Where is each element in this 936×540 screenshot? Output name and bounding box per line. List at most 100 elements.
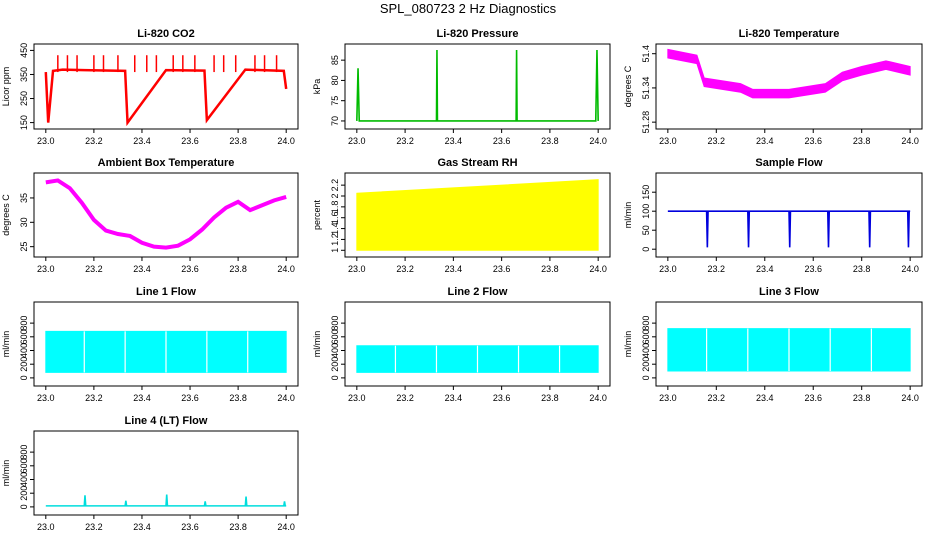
pressure-chart-title: Li-820 Pressure — [437, 28, 519, 40]
line4-x-tick-label: 23.8 — [229, 522, 247, 532]
line4-plot-frame — [33, 430, 299, 516]
co2-x-tick-label: 23.2 — [85, 136, 103, 146]
line2-x-tick-label: 23.4 — [445, 393, 463, 403]
ambient-y-tick-label: 30 — [19, 217, 29, 227]
line3-x-tick-label: 23.4 — [756, 393, 774, 403]
line4-y-tick-label: 600 — [19, 458, 29, 473]
line1-y-tick-label: 200 — [19, 357, 29, 372]
rh-y-tick-label: 2.2 — [330, 179, 340, 192]
rh-x-tick-label: 23.0 — [348, 264, 366, 274]
line2-x-tick-label: 24.0 — [589, 393, 607, 403]
co2-y-tick-label: 350 — [19, 67, 29, 82]
line4-x-tick-label: 23.2 — [85, 522, 103, 532]
sample-y-tick-label: 100 — [641, 204, 651, 219]
line2-y-tick-label: 0 — [330, 375, 340, 380]
pressure-series-line — [356, 50, 599, 122]
rh-y-tick-label: 1 — [330, 248, 340, 253]
temperature-chart-title: Li-820 Temperature — [739, 28, 840, 40]
pressure-x-tick-label: 24.0 — [589, 136, 607, 146]
co2-x-tick-label: 23.8 — [229, 136, 247, 146]
temperature-x-tick-label: 23.2 — [708, 136, 726, 146]
line3-x-tick-label: 23.0 — [659, 393, 677, 403]
ambient-y-axis-label: degrees C — [1, 194, 11, 236]
line2-y-tick-label: 800 — [330, 316, 340, 331]
temperature-data — [667, 48, 911, 99]
co2-y-tick-label: 450 — [19, 43, 29, 58]
pressure-y-tick-label: 80 — [330, 75, 340, 85]
rh-chart-title: Gas Stream RH — [437, 157, 517, 169]
line3-y-tick-label: 0 — [641, 375, 651, 380]
line4-y-tick-label: 200 — [19, 486, 29, 501]
line2-y-tick-label: 200 — [330, 357, 340, 372]
line1-x-tick-label: 24.0 — [277, 393, 295, 403]
ambient-data — [45, 178, 287, 250]
line1-x-tick-label: 23.6 — [181, 393, 199, 403]
ambient-chart-title: Ambient Box Temperature — [98, 157, 235, 169]
line1-x-tick-label: 23.8 — [229, 393, 247, 403]
chart-panel-rh: 23.0 23.2 23.4 23.6 23.8 24.0 1 1.21.41.61.8 22.… — [312, 157, 611, 274]
line4-data — [45, 494, 287, 507]
pressure-y-axis-label: kPa — [312, 79, 322, 95]
pressure-x-tick-label: 23.8 — [541, 136, 559, 146]
temperature-x-tick-label: 23.0 — [659, 136, 677, 146]
ambient-plot-frame — [33, 172, 299, 258]
rh-y-axis-label: percent — [312, 199, 322, 230]
line4-y-tick-label: 0 — [19, 504, 29, 509]
sample-y-axis-label: ml/min — [623, 202, 633, 229]
ambient-x-tick-label: 23.8 — [229, 264, 247, 274]
co2-chart-title: Li-820 CO2 — [137, 28, 194, 40]
co2-x-tick-label: 23.0 — [37, 136, 55, 146]
line2-chart-title: Line 2 Flow — [448, 286, 508, 298]
chart-panel-co2: 23.0 23.2 23.4 23.6 23.8 24.0 150 250 350 450 Li-8… — [1, 28, 299, 146]
line2-y-tick-label: 400 — [330, 343, 340, 358]
line4-y-axis-label: ml/min — [1, 460, 11, 487]
ambient-y-tick-label: 35 — [19, 193, 29, 203]
temperature-y-axis-label: degrees C — [623, 65, 633, 107]
line2-x-tick-label: 23.0 — [348, 393, 366, 403]
line3-x-tick-label: 24.0 — [901, 393, 919, 403]
line1-y-axis-label: ml/min — [1, 331, 11, 358]
line4-x-tick-label: 23.6 — [181, 522, 199, 532]
ambient-x-tick-label: 23.6 — [181, 264, 199, 274]
line3-y-tick-label: 600 — [641, 329, 651, 344]
line1-x-tick-label: 23.2 — [85, 393, 103, 403]
line4-x-tick-label: 23.4 — [133, 522, 151, 532]
pressure-y-tick-label: 85 — [330, 55, 340, 65]
sample-x-tick-label: 24.0 — [901, 264, 919, 274]
line2-x-tick-label: 23.2 — [396, 393, 414, 403]
ambient-series-line — [45, 178, 287, 250]
temperature-band — [667, 48, 911, 99]
line3-chart-title: Line 3 Flow — [759, 286, 819, 298]
rh-y-tick-label: 1.2 — [330, 233, 340, 246]
rh-x-tick-label: 24.0 — [589, 264, 607, 274]
ambient-x-tick-label: 23.0 — [37, 264, 55, 274]
pressure-x-tick-label: 23.6 — [493, 136, 511, 146]
co2-series-line — [44, 68, 288, 127]
ambient-y-tick-label: 25 — [19, 242, 29, 252]
chart-panel-temperature: 23.0 23.2 23.4 23.6 23.8 24.0 51.28 51.34 51.4 Li… — [623, 28, 923, 146]
line3-data — [667, 328, 911, 372]
rh-x-tick-label: 23.2 — [396, 264, 414, 274]
temperature-y-tick-label: 51.34 — [641, 77, 651, 100]
line2-data — [356, 345, 599, 373]
co2-plot-frame — [33, 43, 299, 130]
temperature-plot-frame — [655, 43, 923, 130]
line4-x-tick-label: 24.0 — [277, 522, 295, 532]
pressure-y-tick-label: 70 — [330, 116, 340, 126]
line3-y-tick-label: 800 — [641, 316, 651, 331]
sample-chart-title: Sample Flow — [755, 157, 823, 169]
rh-band — [356, 179, 599, 251]
line1-chart-title: Line 1 Flow — [136, 286, 196, 298]
line1-y-tick-label: 0 — [19, 375, 29, 380]
ambient-x-tick-label: 23.4 — [133, 264, 151, 274]
pressure-x-tick-label: 23.4 — [445, 136, 463, 146]
page-title: SPL_080723 2 Hz Diagnostics — [379, 1, 557, 16]
line1-x-tick-label: 23.4 — [133, 393, 151, 403]
sample-y-tick-label: 0 — [641, 247, 651, 252]
line4-chart-title: Line 4 (LT) Flow — [125, 415, 208, 427]
line1-plot-frame — [33, 301, 299, 387]
rh-x-tick-label: 23.4 — [445, 264, 463, 274]
